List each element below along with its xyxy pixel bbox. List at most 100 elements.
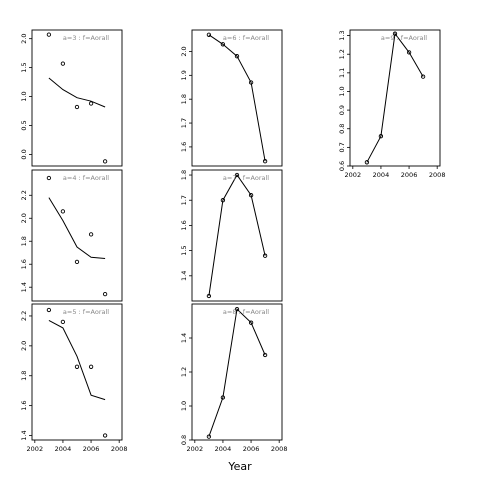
data-point xyxy=(88,364,94,369)
y-tick-label: 1.6 xyxy=(20,400,28,410)
panels-group: 0.0 0.5 1.0 1.5 2.0 a=3 : f=Aorall 1.4 1.6 1.8 2.… xyxy=(20,29,446,453)
data-point xyxy=(46,175,52,181)
y-tick-label: 1.6 xyxy=(180,142,188,152)
series-line xyxy=(48,77,106,108)
y-tick-label: 1.4 xyxy=(20,430,28,440)
y-tick-label: 1.0 xyxy=(338,86,346,96)
panel-label: a=6 : f=Aorall xyxy=(223,34,269,42)
series-line xyxy=(208,174,266,297)
y-tick-label: 1.6 xyxy=(180,220,188,230)
y-tick-label: 1.8 xyxy=(180,170,188,180)
y-tick-label: 1.8 xyxy=(20,371,28,381)
panel-frame xyxy=(31,169,123,302)
data-point xyxy=(220,42,226,47)
data-point xyxy=(206,434,212,439)
y-tick-label: 0.8 xyxy=(180,435,188,445)
data-point xyxy=(392,31,398,36)
panel-frame xyxy=(191,169,283,302)
y-tick-label: 2.0 xyxy=(20,213,28,223)
y-tick-label: 2.0 xyxy=(180,46,188,56)
data-point xyxy=(220,198,226,203)
data-point xyxy=(406,50,412,55)
x-tick-label: 2004 xyxy=(55,445,72,453)
panel-a6: 1.6 1.7 1.8 1.9 2.0 a=6 : f=Aorall xyxy=(180,29,283,167)
x-tick-label: 2004 xyxy=(373,171,390,179)
panel-a4: 1.4 1.6 1.8 2.0 2.2 a=4 : f=Aorall xyxy=(20,169,123,302)
x-tick-label: 2008 xyxy=(111,445,128,453)
data-point xyxy=(234,306,240,312)
data-point xyxy=(262,352,268,358)
x-axis-title: Year xyxy=(227,460,252,473)
data-point xyxy=(248,80,254,85)
y-tick-label: 1.4 xyxy=(180,271,188,281)
series-line xyxy=(208,34,266,162)
data-point xyxy=(220,395,226,400)
x-tick-label: 2006 xyxy=(83,445,100,453)
data-point xyxy=(74,364,80,369)
panel-frame xyxy=(349,29,441,167)
y-tick-label: 0.0 xyxy=(20,149,28,159)
y-tick-label: 1.7 xyxy=(180,118,188,128)
data-point xyxy=(60,209,66,214)
data-point xyxy=(102,159,108,164)
x-tick-label: 2008 xyxy=(271,445,288,453)
data-point xyxy=(102,433,108,438)
data-point xyxy=(206,293,212,299)
data-point xyxy=(46,307,52,313)
panel-label: a=5 : f=Aorall xyxy=(63,308,109,316)
x-tick-label: 2004 xyxy=(215,445,232,453)
y-tick-label: 0.5 xyxy=(20,120,28,130)
y-tick-label: 1.5 xyxy=(180,245,188,255)
data-point xyxy=(248,320,254,325)
y-tick-label: 1.0 xyxy=(180,401,188,411)
data-point xyxy=(60,61,66,66)
y-tick-label: 0.8 xyxy=(338,124,346,134)
data-point xyxy=(102,291,108,297)
y-tick-label: 1.1 xyxy=(338,68,346,78)
series-line xyxy=(48,197,106,259)
series-line xyxy=(48,319,106,401)
data-point xyxy=(74,104,80,110)
y-tick-label: 1.0 xyxy=(20,91,28,101)
series-line xyxy=(366,32,424,163)
y-tick-label: 2.2 xyxy=(20,190,28,200)
data-point xyxy=(234,54,240,59)
data-point xyxy=(262,159,268,164)
y-tick-label: 1.5 xyxy=(20,62,28,72)
data-point xyxy=(248,193,254,198)
panel-frame xyxy=(191,29,283,167)
data-point xyxy=(206,32,212,37)
y-tick-label: 2.0 xyxy=(20,341,28,351)
panel-a7: 1.4 1.5 1.6 1.7 1.8 a=7 : f=Aorall xyxy=(180,169,283,302)
y-tick-label: 0.9 xyxy=(338,105,346,115)
panel-a5: 1.4 1.6 1.8 2.0 2.2 2002 2004 2006 2008 a=5 : f=A… xyxy=(20,303,128,453)
panel-a8: 0.8 1.0 1.2 1.4 2002 2004 2006 2008 a=8 : f=Aora… xyxy=(180,303,288,453)
data-point xyxy=(88,101,94,106)
y-tick-label: 1.8 xyxy=(180,94,188,104)
y-tick-label: 0.7 xyxy=(338,142,346,152)
y-tick-label: 1.9 xyxy=(180,70,188,80)
y-tick-label: 1.4 xyxy=(180,333,188,343)
data-point xyxy=(60,319,66,325)
panel-label: a=7 : f=Aorall xyxy=(223,174,269,182)
x-tick-label: 2002 xyxy=(187,445,204,453)
y-tick-label: 1.4 xyxy=(20,282,28,292)
panel-frame xyxy=(31,29,123,167)
y-tick-label: 2.2 xyxy=(20,311,28,321)
y-tick-label: 1.6 xyxy=(20,259,28,269)
y-tick-label: 1.7 xyxy=(180,195,188,205)
data-point xyxy=(420,74,426,79)
data-point xyxy=(74,259,80,265)
x-tick-label: 2006 xyxy=(401,171,418,179)
panel-frame xyxy=(31,303,123,441)
x-tick-label: 2008 xyxy=(429,171,446,179)
x-tick-label: 2002 xyxy=(345,171,362,179)
y-tick-label: 1.8 xyxy=(20,236,28,246)
data-point xyxy=(46,32,52,37)
y-tick-label: 1.3 xyxy=(338,30,346,40)
x-tick-label: 2006 xyxy=(243,445,260,453)
series-line xyxy=(208,308,266,437)
data-point xyxy=(262,253,268,258)
panel-label: a=9 : f=Aorall xyxy=(381,34,427,42)
